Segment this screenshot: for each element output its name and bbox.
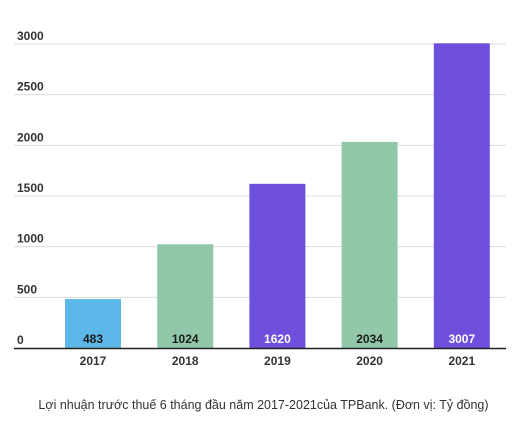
bar-2017: [65, 299, 121, 348]
bars: [65, 43, 490, 348]
bar-2020: [341, 141, 398, 348]
y-tick-label: 0: [17, 333, 24, 347]
x-tick-label-2019: 2019: [264, 354, 291, 368]
x-tick-label-2021: 2021: [448, 354, 475, 368]
data-label-2017: 483: [83, 332, 103, 346]
bar-2021: [433, 43, 490, 348]
y-tick-label: 2500: [17, 80, 44, 94]
y-tick-label: 1000: [17, 232, 44, 246]
chart-caption: Lợi nhuận trước thuế 6 tháng đầu năm 201…: [38, 398, 489, 412]
data-label-2019: 1620: [264, 332, 291, 346]
y-tick-label: 1500: [17, 181, 44, 195]
y-axis-ticks: 0 500 1000 1500 2000 2500 3000: [17, 29, 44, 347]
data-label-2020: 2034: [356, 332, 383, 346]
x-tick-label-2020: 2020: [356, 354, 383, 368]
data-label-2018: 1024: [172, 332, 199, 346]
x-tick-label-2018: 2018: [172, 354, 199, 368]
x-axis-ticks: 2017 2018 2019 2020 2021: [80, 354, 476, 368]
y-tick-label: 2000: [17, 130, 44, 144]
y-tick-label: 3000: [17, 29, 44, 43]
bar-2019: [249, 183, 306, 348]
bar-2018: [157, 244, 214, 348]
data-labels: 483 1024 1620 2034 3007: [83, 332, 475, 346]
y-tick-label: 500: [17, 282, 37, 296]
x-tick-label-2017: 2017: [80, 354, 107, 368]
data-label-2021: 3007: [448, 332, 475, 346]
